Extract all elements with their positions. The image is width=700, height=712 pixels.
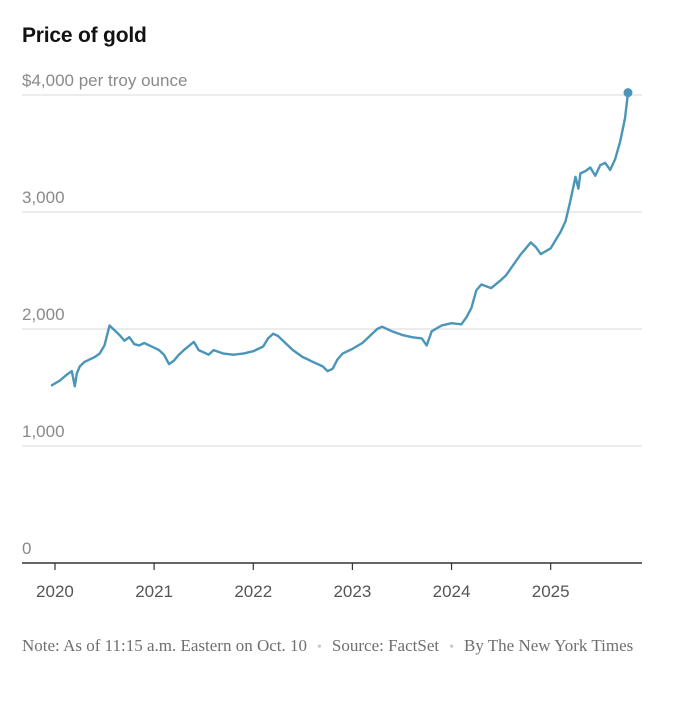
x-tick-label: 2025 [532,582,570,601]
y-axis-label: $4,000 per troy ounce [22,71,187,90]
y-tick-label: 2,000 [22,305,65,324]
x-tick-label: 2023 [333,582,371,601]
y-tick-label: 3,000 [22,188,65,207]
y-tick-label: 1,000 [22,422,65,441]
chart-title: Price of gold [22,24,147,47]
x-tick-label: 2022 [234,582,272,601]
x-tick-label: 2021 [135,582,173,601]
x-tick-label: 2024 [433,582,471,601]
gridlines [22,94,642,447]
latest-value-point [623,88,633,98]
x-tick-label: 2020 [36,582,74,601]
series-layer [50,88,633,388]
series-line [50,91,630,388]
chart-canvas: $4,000 per troy ounce 3,000 2,000 1,000 0 20… [22,71,642,601]
x-axis: 2020 2021 2022 2023 2024 2025 [22,562,642,601]
footer-note: Note: As of 11:15 a.m. Eastern on Oct. 1… [22,636,308,655]
y-axis-ticks: $4,000 per troy ounce 3,000 2,000 1,000 0 [22,71,187,558]
footer-separator: • [317,640,322,655]
chart-footer: Note: As of 11:15 a.m. Eastern on Oct. 1… [22,633,662,660]
footer-separator: • [449,640,454,655]
y-tick-label: 0 [22,539,31,558]
footer-source: Source: FactSet [331,636,440,655]
footer-byline: By The New York Times [464,636,634,655]
